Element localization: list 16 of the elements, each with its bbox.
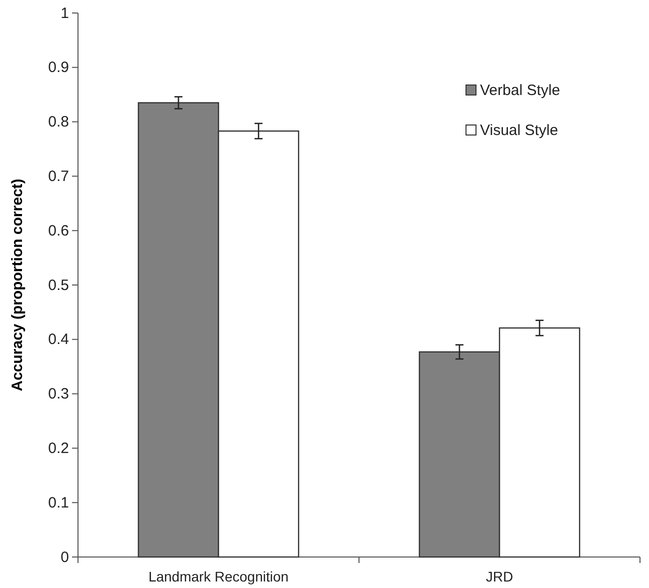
y-axis-title: Accuracy (proportion correct) bbox=[9, 178, 26, 392]
y-tick-label: 0.7 bbox=[48, 168, 69, 185]
y-tick-label: 0.1 bbox=[48, 494, 69, 512]
legend-label: Verbal Style bbox=[480, 82, 560, 99]
legend-label: Visual Style bbox=[480, 122, 558, 139]
y-tick-label: 0.9 bbox=[48, 59, 69, 76]
y-tick-label: 0.4 bbox=[48, 331, 69, 348]
y-tick-label: 0.6 bbox=[48, 222, 69, 240]
y-tick-label: 1 bbox=[60, 4, 69, 22]
x-tick-label: Landmark Recognition bbox=[148, 568, 289, 584]
y-tick-label: 0 bbox=[60, 548, 69, 566]
y-tick-label: 0.8 bbox=[48, 114, 69, 131]
y-tick-label: 0.2 bbox=[48, 440, 69, 457]
y-tick-label: 0.5 bbox=[48, 276, 69, 294]
x-tick-label: JRD bbox=[486, 568, 514, 584]
y-tick-label: 0.3 bbox=[48, 386, 69, 403]
